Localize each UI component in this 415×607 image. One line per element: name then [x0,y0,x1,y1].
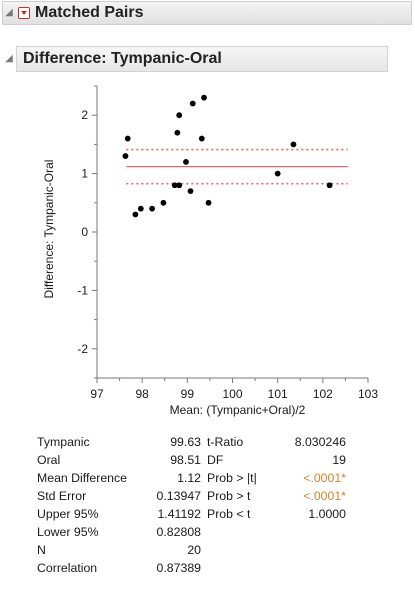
data-point[interactable] [174,129,181,136]
data-point[interactable] [122,153,129,159]
red-triangle-menu-icon[interactable] [18,7,30,19]
stat-value: 20 [187,543,201,557]
data-point[interactable] [187,188,194,195]
data-point[interactable] [274,170,281,177]
stat-label: Oral [37,453,61,467]
stats-row: Upper 95% 1.41192 Prob < t 1.0000 [37,505,346,523]
x-tick-label: 99 [181,387,195,401]
y-tick-label: -2 [77,342,88,356]
data-point[interactable] [160,199,167,206]
stat-label: N [37,543,46,557]
test-value [291,541,346,559]
test-value: 1.0000 [308,507,346,521]
data-point[interactable] [198,135,205,142]
data-point[interactable] [137,205,144,212]
test-label [201,541,291,559]
test-value [291,523,346,541]
stat-label: Tympanic [37,435,90,449]
stat-value: 1.41192 [157,507,201,521]
stats-row: Tympanic 99.63 t-Ratio 8.030246 [37,433,346,451]
stat-value: 99.63 [170,435,201,449]
data-point[interactable] [183,159,189,165]
difference-plot: -2 -1 0 1 2 97 98 99 100 101 102 103 Mean: (Tympani… [42,85,378,417]
x-axis-label: Mean: (Tympanic+Oral)/2 [170,403,306,417]
test-value: 8.030246 [294,435,346,449]
stats-row: Correlation 0.87389 [37,559,346,577]
test-value: 19 [332,453,346,467]
x-tick-label: 101 [268,387,288,401]
test-value: <.0001* [303,471,346,485]
data-point[interactable] [149,205,156,212]
data-point[interactable] [176,182,183,189]
data-point[interactable] [132,211,139,218]
test-label: DF [207,453,224,467]
test-value [291,559,346,577]
difference-title: Difference: Tympanic-Oral [23,50,222,67]
data-point[interactable] [189,100,196,107]
stat-value: 1.12 [177,471,201,485]
stats-row: Lower 95% 0.82808 [37,523,346,541]
x-tick-label: 102 [313,387,333,401]
stat-label: Upper 95% [37,507,99,521]
stats-row: Std Error 0.13947 Prob > t <.0001* [37,487,346,505]
y-axis-label: Difference: Tympanic-Oral [42,160,56,299]
y-tick-label: 0 [81,225,88,239]
stats-row: Mean Difference 1.12 Prob > |t| <.0001* [37,469,346,487]
stat-label: Correlation [37,561,98,575]
data-point[interactable] [205,199,212,206]
stats-table: Tympanic 99.63 t-Ratio 8.030246 Oral 98.51 DF 1… [37,433,346,577]
stat-label: Std Error [37,489,87,503]
collapse-triangle-icon[interactable]: ◢ [5,7,13,18]
data-point[interactable] [290,141,297,148]
stat-value: 0.82808 [156,525,201,539]
test-value: <.0001* [303,489,346,503]
test-label [201,559,291,577]
test-label: Prob > |t| [207,471,257,485]
matched-pairs-title: Matched Pairs [35,4,144,21]
y-tick-label: 1 [81,167,88,181]
stat-value: 0.87389 [156,561,201,575]
x-tick-label: 103 [358,387,378,401]
x-tick-label: 98 [135,387,149,401]
stat-value: 98.51 [170,453,201,467]
data-point[interactable] [326,182,333,189]
test-label [201,523,291,541]
test-label: Prob < t [207,507,251,521]
data-point[interactable] [176,112,183,119]
collapse-triangle-icon[interactable]: ◢ [5,53,13,64]
stats-row: N 20 [37,541,346,559]
test-label: Prob > t [207,489,251,503]
stat-label: Lower 95% [37,525,99,539]
data-point[interactable] [124,135,131,142]
data-point[interactable] [171,182,178,189]
stat-value: 0.13947 [156,489,201,503]
data-point[interactable] [201,94,207,101]
y-tick-label: 2 [81,108,88,122]
test-label: t-Ratio [207,435,244,449]
stat-label: Mean Difference [37,471,127,485]
x-tick-label: 97 [90,387,104,401]
x-tick-label: 100 [222,387,242,401]
stats-row: Oral 98.51 DF 19 [37,451,346,469]
difference-outline-header[interactable]: ◢ Difference: Tympanic-Oral [5,46,388,72]
y-tick-label: -1 [77,283,88,297]
matched-pairs-header[interactable]: ◢ Matched Pairs [2,1,412,25]
